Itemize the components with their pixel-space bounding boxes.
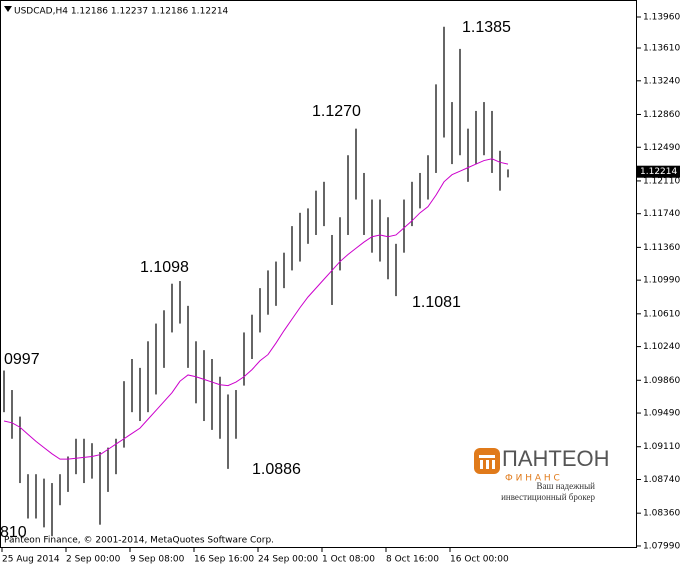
price-annotation: 1.1098 [140, 259, 189, 276]
y-tick-label: 1.10240 [643, 342, 680, 352]
y-tick-label: 1.08740 [643, 475, 680, 485]
logo-icon-part [479, 455, 495, 458]
logo: ПАНТЕОН Ф И Н А Н С Ваш надежный инвести… [474, 446, 610, 502]
price-annotation: 1.1270 [312, 103, 361, 120]
x-tick-label: 16 Oct 00:00 [450, 555, 509, 565]
y-tick-label: 1.09490 [643, 409, 680, 419]
x-tick-label: 2 Sep 00:00 [66, 555, 121, 565]
x-tick-label: 8 Oct 16:00 [386, 555, 439, 565]
x-tick-label: 16 Sep 16:00 [194, 555, 254, 565]
y-tick-label: 1.10990 [643, 276, 680, 286]
price-annotation: 0997 [4, 351, 40, 368]
y-tick-label: 1.11740 [643, 209, 680, 219]
y-tick-label: 1.09860 [643, 376, 680, 386]
price-annotation: 1.1081 [412, 294, 461, 311]
y-tick-label: 1.13960 [643, 13, 680, 23]
price-annotation: 1.0886 [252, 461, 301, 478]
header-icon [4, 6, 12, 12]
y-tick-label: 1.09110 [643, 442, 680, 452]
logo-name: ПАНТЕОН [502, 446, 610, 471]
y-tick-label: 1.13240 [643, 76, 680, 86]
logo-sub: Ф И Н А Н С [505, 474, 560, 484]
y-tick-label: 1.07990 [643, 541, 680, 551]
price-annotation: 1.1385 [462, 19, 511, 36]
chart-header: USDCAD,H4 1.12186 1.12237 1.12186 1.1221… [14, 7, 229, 17]
plot-frame [0, 0, 637, 548]
x-tick-label: 1 Oct 08:00 [322, 555, 375, 565]
copyright: Panteon Finance, © 2001-2014, MetaQuotes… [4, 536, 274, 546]
last-price-box [637, 165, 680, 178]
y-tick-label: 1.11360 [643, 243, 680, 253]
logo-tagline: инвестиционный брокер [501, 492, 595, 502]
y-tick-label: 1.13610 [643, 44, 680, 54]
y-tick-label: 1.12860 [643, 110, 680, 120]
x-tick-label: 24 Sep 00:00 [258, 555, 318, 565]
x-tick-label: 25 Aug 2014 [2, 555, 60, 565]
y-tick-label: 1.12490 [643, 143, 680, 153]
logo-icon-part [486, 460, 489, 469]
last-price-label: 1.12214 [640, 167, 677, 177]
logo-icon-part [480, 460, 483, 469]
y-tick-label: 1.12110 [643, 176, 680, 186]
x-tick-label: 9 Sep 08:00 [130, 555, 185, 565]
y-tick-label: 1.08360 [643, 509, 680, 519]
logo-tagline: Ваш надежный [537, 481, 596, 491]
logo-icon-part [492, 460, 495, 469]
moving-average [3, 158, 509, 460]
y-tick-label: 1.10610 [643, 309, 680, 319]
price-annotation: 810 [0, 524, 27, 541]
